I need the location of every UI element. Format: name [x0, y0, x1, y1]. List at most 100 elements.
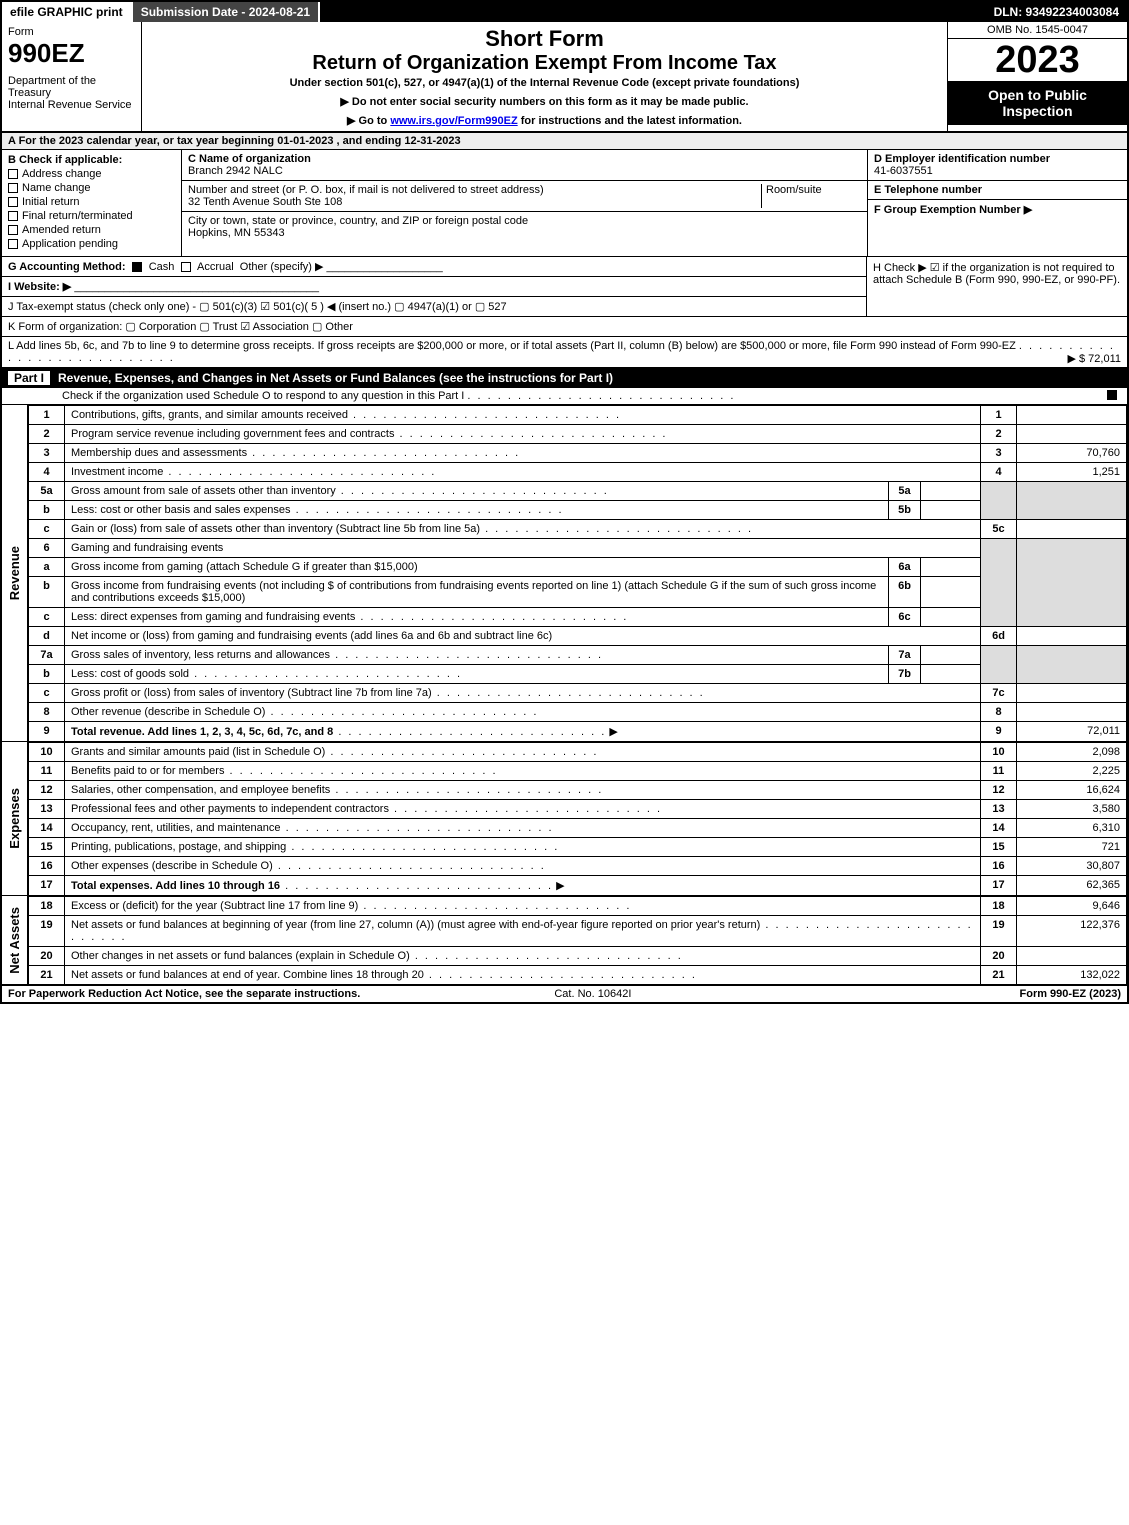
- revenue-table: 1Contributions, gifts, grants, and simil…: [28, 405, 1127, 742]
- header-mid: Short Form Return of Organization Exempt…: [142, 22, 947, 131]
- open-to-public: Open to Public Inspection: [948, 81, 1127, 125]
- form-label: Form: [8, 26, 135, 38]
- e-label: E Telephone number: [874, 184, 982, 196]
- tax-year: 2023: [948, 39, 1127, 81]
- chk-schedule-o[interactable]: [1107, 390, 1117, 400]
- line-15: 15Printing, publications, postage, and s…: [29, 838, 1127, 857]
- c-name-label: C Name of organization: [188, 153, 311, 165]
- irs-link[interactable]: www.irs.gov/Form990EZ: [390, 115, 517, 127]
- col-g: G Accounting Method: Cash Accrual Other …: [2, 257, 867, 316]
- expenses-section: Expenses 10Grants and similar amounts pa…: [2, 742, 1127, 896]
- part-i-num: Part I: [8, 371, 50, 385]
- footer-mid: Cat. No. 10642I: [554, 988, 631, 1000]
- line-2: 2Program service revenue including gover…: [29, 425, 1127, 444]
- chk-address-change[interactable]: Address change: [8, 168, 175, 180]
- footer-left: For Paperwork Reduction Act Notice, see …: [8, 988, 360, 1000]
- instruction-2: ▶ Go to www.irs.gov/Form990EZ for instru…: [152, 114, 937, 127]
- c-name-row: C Name of organization Branch 2942 NALC: [182, 150, 867, 181]
- line-16: 16Other expenses (describe in Schedule O…: [29, 857, 1127, 876]
- efile-label: efile GRAPHIC print: [2, 2, 133, 22]
- line-6b: bGross income from fundraising events (n…: [29, 577, 1127, 608]
- line-3: 3Membership dues and assessments370,760: [29, 444, 1127, 463]
- dept-label: Department of the Treasury Internal Reve…: [8, 75, 135, 111]
- part-i-header: Part I Revenue, Expenses, and Changes in…: [2, 368, 1127, 388]
- line-4: 4Investment income41,251: [29, 463, 1127, 482]
- part-i-title: Revenue, Expenses, and Changes in Net As…: [58, 371, 613, 385]
- dln-label: DLN: 93492234003084: [986, 2, 1127, 22]
- line-11: 11Benefits paid to or for members112,225: [29, 762, 1127, 781]
- line-h: H Check ▶ ☑ if the organization is not r…: [867, 257, 1127, 316]
- ein-value: 41-6037551: [874, 165, 933, 177]
- c-city-row: City or town, state or province, country…: [182, 212, 867, 242]
- chk-name-change[interactable]: Name change: [8, 182, 175, 194]
- c-addr-row: Number and street (or P. O. box, if mail…: [182, 181, 867, 212]
- line-6d: dNet income or (loss) from gaming and fu…: [29, 627, 1127, 646]
- line-5c: cGain or (loss) from sale of assets othe…: [29, 520, 1127, 539]
- line-j: J Tax-exempt status (check only one) - ▢…: [2, 297, 866, 316]
- net-assets-table: 18Excess or (deficit) for the year (Subt…: [28, 896, 1127, 985]
- main-title: Return of Organization Exempt From Incom…: [152, 52, 937, 75]
- line-6: 6Gaming and fundraising events: [29, 539, 1127, 558]
- f-row: F Group Exemption Number ▶: [868, 200, 1127, 219]
- chk-accrual[interactable]: [181, 262, 191, 272]
- line-7b: bLess: cost of goods sold7b: [29, 665, 1127, 684]
- chk-initial-return[interactable]: Initial return: [8, 196, 175, 208]
- line-1: 1Contributions, gifts, grants, and simil…: [29, 406, 1127, 425]
- col-b: B Check if applicable: Address change Na…: [2, 150, 182, 256]
- line-8: 8Other revenue (describe in Schedule O)8: [29, 703, 1127, 722]
- top-bar: efile GRAPHIC print Submission Date - 20…: [2, 2, 1127, 22]
- d-label: D Employer identification number: [874, 153, 1050, 165]
- form-number: 990EZ: [8, 38, 135, 69]
- col-c: C Name of organization Branch 2942 NALC …: [182, 150, 867, 256]
- line-l: L Add lines 5b, 6c, and 7b to line 9 to …: [2, 337, 1127, 368]
- subtitle: Under section 501(c), 527, or 4947(a)(1)…: [152, 77, 937, 89]
- line-7c: cGross profit or (loss) from sales of in…: [29, 684, 1127, 703]
- line-a: A For the 2023 calendar year, or tax yea…: [2, 133, 1127, 150]
- revenue-section: Revenue 1Contributions, gifts, grants, a…: [2, 405, 1127, 742]
- line-k: K Form of organization: ▢ Corporation ▢ …: [2, 317, 1127, 337]
- org-address: 32 Tenth Avenue South Ste 108: [188, 196, 342, 208]
- line-5b: bLess: cost or other basis and sales exp…: [29, 501, 1127, 520]
- form-header: Form 990EZ Department of the Treasury In…: [2, 22, 1127, 133]
- line-9: 9Total revenue. Add lines 1, 2, 3, 4, 5c…: [29, 722, 1127, 742]
- b-label: B Check if applicable:: [8, 154, 175, 166]
- net-assets-side-label: Net Assets: [2, 896, 28, 985]
- line-13: 13Professional fees and other payments t…: [29, 800, 1127, 819]
- expenses-table: 10Grants and similar amounts paid (list …: [28, 742, 1127, 896]
- line-7a: 7aGross sales of inventory, less returns…: [29, 646, 1127, 665]
- footer-right: Form 990-EZ (2023): [1020, 988, 1121, 1000]
- line-21: 21Net assets or fund balances at end of …: [29, 966, 1127, 985]
- e-row: E Telephone number: [868, 181, 1127, 200]
- line-10: 10Grants and similar amounts paid (list …: [29, 743, 1127, 762]
- chk-application-pending[interactable]: Application pending: [8, 238, 175, 250]
- expenses-side-label: Expenses: [2, 742, 28, 896]
- form-page: efile GRAPHIC print Submission Date - 20…: [0, 0, 1129, 1004]
- chk-amended-return[interactable]: Amended return: [8, 224, 175, 236]
- chk-cash[interactable]: [132, 262, 142, 272]
- net-assets-section: Net Assets 18Excess or (deficit) for the…: [2, 896, 1127, 985]
- line-6c: cLess: direct expenses from gaming and f…: [29, 608, 1127, 627]
- part-i-check: Check if the organization used Schedule …: [2, 388, 1127, 405]
- line-20: 20Other changes in net assets or fund ba…: [29, 947, 1127, 966]
- chk-final-return[interactable]: Final return/terminated: [8, 210, 175, 222]
- c-city-label: City or town, state or province, country…: [188, 215, 528, 227]
- line-6a: aGross income from gaming (attach Schedu…: [29, 558, 1127, 577]
- line-i: I Website: ▶ ___________________________…: [2, 277, 866, 297]
- c-addr-label: Number and street (or P. O. box, if mail…: [188, 184, 544, 196]
- line-14: 14Occupancy, rent, utilities, and mainte…: [29, 819, 1127, 838]
- room-suite-label: Room/suite: [761, 184, 861, 208]
- d-row: D Employer identification number 41-6037…: [868, 150, 1127, 181]
- line-5a: 5aGross amount from sale of assets other…: [29, 482, 1127, 501]
- org-city: Hopkins, MN 55343: [188, 227, 285, 239]
- header-left: Form 990EZ Department of the Treasury In…: [2, 22, 142, 131]
- inst2-post: for instructions and the latest informat…: [518, 115, 742, 127]
- f-label: F Group Exemption Number ▶: [874, 204, 1032, 216]
- g-label: G Accounting Method:: [8, 261, 126, 273]
- org-name: Branch 2942 NALC: [188, 165, 283, 177]
- instruction-1: ▶ Do not enter social security numbers o…: [152, 95, 937, 108]
- line-18: 18Excess or (deficit) for the year (Subt…: [29, 897, 1127, 916]
- revenue-side-label: Revenue: [2, 405, 28, 742]
- row-gh: G Accounting Method: Cash Accrual Other …: [2, 257, 1127, 317]
- short-form-title: Short Form: [152, 26, 937, 52]
- section-bcdef: B Check if applicable: Address change Na…: [2, 150, 1127, 257]
